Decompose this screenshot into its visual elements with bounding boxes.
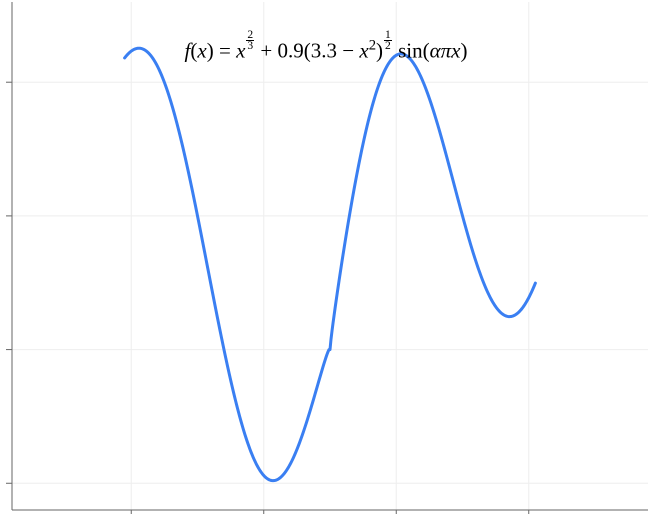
chart-container: f(x) = x23 + 0.9(3.3 − x2)12 sin(απx) [0, 0, 652, 514]
line-chart [0, 0, 652, 514]
function-curve [125, 48, 536, 480]
chart-title: f(x) = x23 + 0.9(3.3 − x2)12 sin(απx) [0, 30, 652, 63]
